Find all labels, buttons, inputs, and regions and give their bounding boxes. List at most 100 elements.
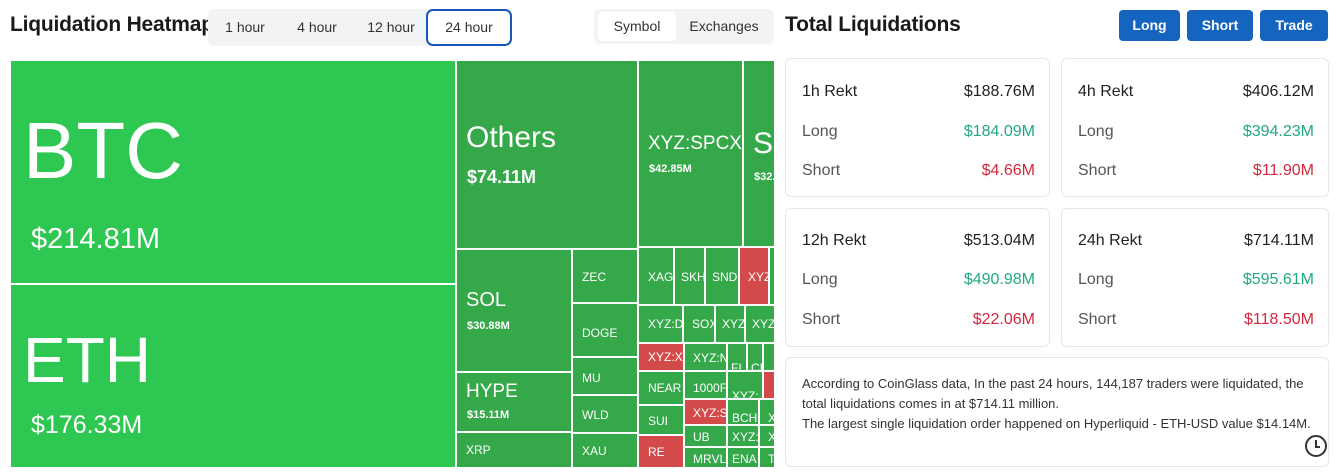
heatmap-cell-filler[interactable] xyxy=(763,343,774,371)
timeframe-12h[interactable]: 12 hour xyxy=(367,19,415,35)
cell-value: $32. xyxy=(754,171,774,183)
heatmap-cell-bch[interactable]: BCH xyxy=(727,399,759,425)
short-value: $11.90M xyxy=(1252,162,1314,179)
cell-symbol: SOX xyxy=(692,317,715,331)
mode-exchanges[interactable]: Exchanges xyxy=(689,18,759,34)
heatmap-cell-others[interactable]: Others $74.11M xyxy=(456,60,638,249)
cell-symbol: DOGE xyxy=(582,326,618,340)
cell-symbol: MRVL xyxy=(693,452,727,466)
summary-line: According to CoinGlass data, In the past… xyxy=(802,376,1304,411)
cell-symbol: RE xyxy=(648,445,665,459)
heatmap-cell-x[interactable]: X xyxy=(759,399,774,425)
long-label: Long xyxy=(802,123,838,140)
timeframe-24h[interactable]: 24 hour xyxy=(426,9,512,46)
short-label: Short xyxy=(802,311,841,328)
cell-symbol: XAU xyxy=(582,444,607,458)
mode-symbol[interactable]: Symbol xyxy=(598,12,676,41)
heatmap-cell-xyzs[interactable]: XYZ:S xyxy=(684,399,727,425)
clock-icon[interactable] xyxy=(1305,435,1327,457)
timeframe-1h[interactable]: 1 hour xyxy=(225,19,265,35)
heatmap-cell-fi[interactable]: FI xyxy=(727,343,747,371)
heatmap-cell-xyzn[interactable]: XYZ:N xyxy=(684,343,727,371)
heatmap-cell-xrp[interactable]: XRP xyxy=(456,432,572,468)
short-label: Short xyxy=(1078,162,1117,179)
heatmap-cell-xag[interactable]: XAG xyxy=(638,247,674,305)
long-button[interactable]: Long xyxy=(1119,10,1180,41)
timeframe-selector: 1 hour 4 hour 12 hour 24 hour xyxy=(208,9,512,46)
heatmap-cell-wld[interactable]: WLD xyxy=(572,395,638,433)
cell-symbol: SUI xyxy=(648,414,669,428)
heatmap-cell-spcx[interactable]: XYZ:SPCX $42.85M xyxy=(638,60,743,247)
cell-value: $74.11M xyxy=(467,167,537,187)
heatmap-cell-xyz[interactable]: XYZ xyxy=(739,247,769,305)
cell-symbol: NEAR xyxy=(648,381,682,395)
heatmap-cell-1000f[interactable]: 1000F xyxy=(684,371,727,399)
long-value: $394.23M xyxy=(1242,123,1314,140)
liquidation-summary: According to CoinGlass data, In the past… xyxy=(785,357,1329,467)
cell-symbol: XYZ:S xyxy=(693,406,727,420)
card-title: 1h Rekt xyxy=(802,83,858,100)
heatmap-cell-x[interactable]: X xyxy=(759,425,774,447)
cell-symbol: CI xyxy=(751,361,763,371)
liquidation-heatmap: BTC $214.81M ETH $176.33M Others $74.11M… xyxy=(10,60,774,468)
heatmap-cell-sox[interactable]: SOX xyxy=(683,305,715,343)
trade-button[interactable]: Trade xyxy=(1260,10,1328,41)
short-value: $4.66M xyxy=(981,162,1035,179)
heatmap-cell-ena[interactable]: ENA xyxy=(727,447,759,468)
cell-symbol: ZEC xyxy=(582,270,606,284)
cell-value: $176.33M xyxy=(31,411,143,439)
card-title: 24h Rekt xyxy=(1078,232,1143,249)
heatmap-cell-eth[interactable]: ETH $176.33M xyxy=(10,284,456,468)
heatmap-cell-near[interactable]: NEAR xyxy=(638,371,684,405)
cell-symbol: ENA xyxy=(732,452,757,466)
heatmap-cell-t[interactable]: T xyxy=(759,447,774,468)
heatmap-cell-skh[interactable]: SKH xyxy=(674,247,705,305)
heatmap-cell-hype[interactable]: HYPE $15.11M xyxy=(456,372,572,432)
total-liquidations-title: Total Liquidations xyxy=(785,13,961,36)
cell-symbol: XYZ:X xyxy=(648,350,683,364)
heatmap-cell-xyzd[interactable]: XYZ:D xyxy=(638,305,683,343)
cell-value: $30.88M xyxy=(467,320,510,332)
cell-symbol: HYPE xyxy=(466,381,518,402)
heatmap-cell-xyz[interactable]: XYZ xyxy=(715,305,745,343)
heatmap-cell-xyz[interactable]: XYZ xyxy=(745,305,774,343)
rekt-card-12h: 12h Rekt $513.04M Long $490.98M Short $22.0… xyxy=(785,208,1050,347)
heatmap-cell-red[interactable] xyxy=(763,371,774,399)
cell-symbol: T xyxy=(768,452,774,466)
heatmap-cell-xau[interactable]: XAU xyxy=(572,433,638,468)
cell-symbol: FI xyxy=(731,361,742,371)
heatmap-cell-doge[interactable]: DOGE xyxy=(572,303,638,357)
short-label: Short xyxy=(802,162,841,179)
heatmap-cell-sui[interactable]: SUI xyxy=(638,405,684,435)
heatmap-cell-mu[interactable]: MU xyxy=(572,357,638,395)
heatmap-cell-ub[interactable]: UB xyxy=(684,425,727,447)
rekt-card-4h: 4h Rekt $406.12M Long $394.23M Short $11.90… xyxy=(1061,58,1329,197)
heatmap-cell-xyz[interactable]: XYZ: xyxy=(727,371,763,399)
heatmap-cell-mrvl[interactable]: MRVL xyxy=(684,447,727,468)
long-label: Long xyxy=(1078,123,1114,140)
cell-value: $42.85M xyxy=(649,163,692,175)
heatmap-cell-sol[interactable]: SOL $30.88M xyxy=(456,249,572,372)
long-value: $595.61M xyxy=(1242,271,1314,288)
heatmap-cell-partial[interactable]: S $32. xyxy=(743,60,774,247)
heatmap-cell-filler[interactable] xyxy=(769,247,774,305)
cell-symbol: XYZ: xyxy=(732,430,759,444)
heatmap-cell-xyz[interactable]: XYZ: xyxy=(727,425,759,447)
heatmap-cell-btc[interactable]: BTC $214.81M xyxy=(10,60,456,284)
heatmap-cell-xyzx[interactable]: XYZ:X xyxy=(638,343,684,371)
short-value: $22.06M xyxy=(972,311,1035,328)
long-value: $184.09M xyxy=(963,123,1035,140)
heatmap-cell-re[interactable]: RE xyxy=(638,435,684,468)
cell-symbol: 1000F xyxy=(693,381,727,395)
heatmap-cell-zec[interactable]: ZEC xyxy=(572,249,638,303)
cell-symbol: ETH xyxy=(23,324,151,396)
cell-symbol: XRP xyxy=(466,443,491,457)
card-total: $406.12M xyxy=(1242,83,1314,100)
heatmap-cell-ci[interactable]: CI xyxy=(747,343,763,371)
cell-symbol: WLD xyxy=(582,408,609,422)
cell-symbol: XAG xyxy=(648,270,674,284)
card-total: $513.04M xyxy=(963,232,1035,249)
timeframe-4h[interactable]: 4 hour xyxy=(297,19,337,35)
short-button[interactable]: Short xyxy=(1187,10,1253,41)
heatmap-cell-snd[interactable]: SND xyxy=(705,247,739,305)
